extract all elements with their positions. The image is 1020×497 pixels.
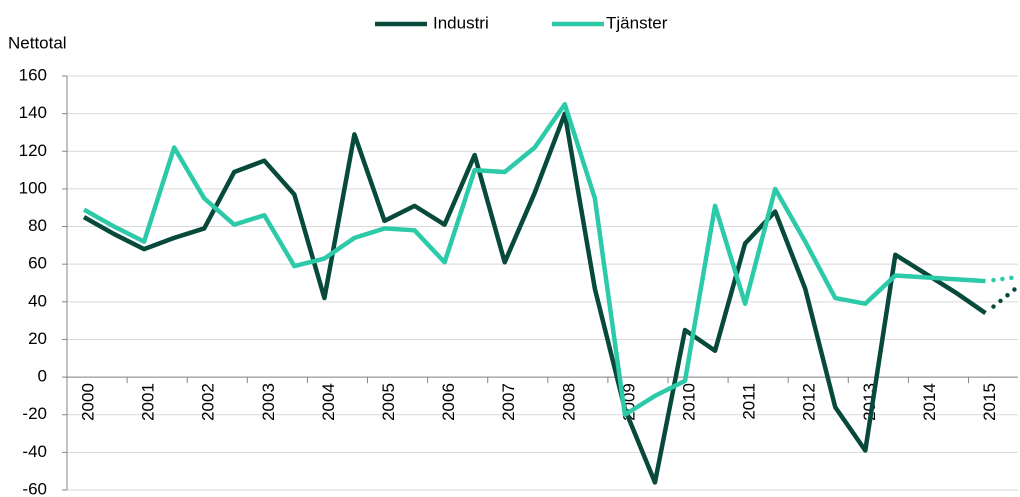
x-tick-label: 2006 bbox=[439, 383, 458, 421]
y-axis-title: Nettotal bbox=[8, 33, 67, 52]
forecast-line bbox=[991, 286, 1018, 309]
series-line bbox=[82, 101, 986, 417]
forecast-line bbox=[991, 275, 1018, 283]
x-tick-label: 2002 bbox=[199, 383, 218, 421]
x-tick-label: 2007 bbox=[499, 383, 518, 421]
x-tick-label: 2001 bbox=[139, 383, 158, 421]
x-tick-label: 2008 bbox=[559, 383, 578, 421]
y-tick-label: 100 bbox=[19, 178, 47, 197]
y-tick-label: 20 bbox=[28, 329, 47, 348]
x-tick-label: 2012 bbox=[800, 383, 819, 421]
x-tick-label: 2010 bbox=[679, 383, 698, 421]
legend-label: Tjänster bbox=[606, 13, 668, 32]
y-tick-label: 60 bbox=[28, 254, 47, 273]
y-tick-label: -40 bbox=[22, 442, 47, 461]
y-tick-label: 160 bbox=[19, 65, 47, 84]
y-tick-label: -20 bbox=[22, 404, 47, 423]
legend-label: Industri bbox=[433, 13, 489, 32]
x-tick-label: 2014 bbox=[920, 383, 939, 421]
y-tick-label: -60 bbox=[22, 479, 47, 497]
y-tick-label: 120 bbox=[19, 141, 47, 160]
x-tick-label: 2011 bbox=[740, 383, 759, 420]
x-tick-label: 2000 bbox=[78, 383, 97, 421]
y-tick-label: 0 bbox=[38, 367, 47, 386]
x-tick-label: 2004 bbox=[319, 383, 338, 421]
y-tick-label: 140 bbox=[19, 103, 47, 122]
x-tick-label: 2003 bbox=[259, 383, 278, 421]
x-tick-label: 2005 bbox=[379, 383, 398, 421]
series-line bbox=[82, 111, 987, 485]
x-tick-label: 2015 bbox=[980, 383, 999, 421]
y-tick-label: 80 bbox=[28, 216, 47, 235]
y-tick-label: 40 bbox=[28, 291, 47, 310]
